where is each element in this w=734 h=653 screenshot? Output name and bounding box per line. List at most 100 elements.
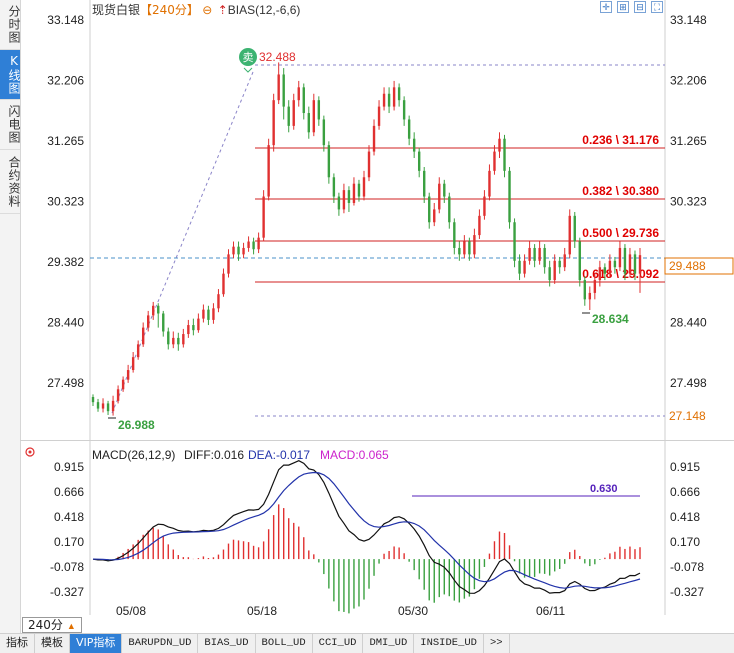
candle-body — [453, 222, 456, 248]
tab-vip-indicators[interactable]: VIP指标 — [70, 634, 123, 653]
period-label[interactable]: 【240分】 — [140, 3, 199, 17]
candle-body — [417, 151, 421, 171]
instrument-title: 现货白银 — [92, 3, 141, 17]
candle-body — [357, 183, 361, 197]
candle-body — [543, 247, 546, 268]
current-price-value: 29.488 — [669, 259, 706, 273]
candle-body — [402, 100, 406, 120]
period-selector-label: 240分 — [28, 618, 63, 632]
candle-body — [608, 260, 612, 274]
candle-body — [327, 145, 331, 178]
candle-body — [96, 402, 100, 409]
macd-right-tick: 0.915 — [670, 460, 700, 474]
tab-indicators[interactable]: 指标 — [0, 634, 35, 653]
fib-label: 0.618 \ 29.092 — [582, 267, 659, 281]
right-tick-label: 33.148 — [670, 13, 707, 27]
candle-body — [121, 379, 125, 390]
candle-body — [553, 260, 556, 281]
tab-barupdn-ud[interactable]: BARUPDN_UD — [122, 634, 199, 653]
candle-body — [172, 337, 175, 345]
up-arrow-icon[interactable]: ⇡ — [217, 3, 228, 17]
candle-body — [372, 125, 376, 152]
candle-body — [578, 241, 581, 281]
candle-body — [638, 255, 642, 274]
high-price-label: 32.488 — [259, 50, 296, 64]
tab-contract-info[interactable]: 合约资料 — [0, 150, 21, 214]
candle-body — [91, 397, 95, 403]
macd-panel[interactable]: MACD(26,12,9) DIFF:0.016 DEA:-0.017 MACD… — [0, 440, 734, 615]
tab-kline[interactable]: K线图 — [0, 50, 21, 100]
candle-body — [272, 100, 275, 146]
candle-body — [152, 305, 155, 316]
tab-lightning[interactable]: 闪电图 — [0, 100, 21, 150]
candle-body — [548, 267, 551, 281]
candle-body — [222, 273, 225, 295]
candle-body — [513, 222, 516, 261]
candle-body — [297, 87, 300, 101]
candle-body — [131, 357, 135, 371]
candle-body — [302, 87, 305, 114]
price-chart[interactable]: 33.148 32.206 31.265 30.323 29.382 28.440 27.4… — [0, 0, 734, 440]
candle-body — [478, 215, 481, 236]
tab-templates[interactable]: 模板 — [35, 634, 70, 653]
zoom-in-icon[interactable]: ⊞ — [617, 1, 629, 13]
candle-body — [618, 247, 622, 268]
x-label-0530: 05/30 — [398, 604, 428, 615]
current-price-tag — [664, 257, 734, 275]
macd-diff: DIFF:0.016 — [184, 448, 244, 462]
candle-body — [628, 254, 632, 274]
zoom-out-icon[interactable]: ⊟ — [634, 1, 646, 13]
candle-body — [397, 87, 401, 101]
candle-body — [217, 294, 220, 309]
candle-body — [111, 400, 115, 412]
target-icon[interactable]: ⊖ — [202, 3, 213, 17]
candle-body — [177, 337, 180, 345]
candle-body — [588, 292, 592, 300]
candle-body — [613, 260, 617, 268]
tab-dmi-ud[interactable]: DMI_UD — [363, 634, 415, 653]
tab-bias-ud[interactable]: BIAS_UD — [198, 634, 256, 653]
right-tick-label: 32.206 — [670, 74, 707, 88]
candle-body — [493, 151, 496, 171]
macd-settings-icon[interactable] — [25, 447, 35, 457]
candle-body — [443, 183, 446, 197]
tab-inside-ud[interactable]: INSIDE_UD — [414, 634, 484, 653]
tab-more[interactable]: >> — [484, 634, 510, 653]
candle-body — [498, 138, 501, 152]
candle-body — [538, 247, 541, 261]
candle-body — [232, 246, 235, 255]
sell-badge[interactable] — [239, 48, 257, 66]
candle-body — [468, 241, 471, 255]
crosshair-icon[interactable]: ✛ — [600, 1, 612, 13]
indicator-label: BIAS(12,-6,6) — [227, 3, 301, 17]
candle-body — [573, 215, 576, 242]
left-tick-label: 27.498 — [47, 376, 84, 390]
right-tick-label: 27.498 — [670, 376, 707, 390]
right-price-axis: 33.14832.20631.26530.32329.38228.44027.4… — [670, 13, 707, 390]
tab-timeshare[interactable]: 分时图 — [0, 0, 21, 50]
macd-annotation: 0.630 — [590, 483, 618, 495]
macd-right-tick: 0.418 — [670, 510, 700, 524]
candle-body — [593, 280, 597, 293]
macd-right-tick: 0.170 — [670, 535, 700, 549]
candle-body — [483, 196, 486, 216]
macd-left-tick: 0.666 — [54, 485, 84, 499]
left-tick-label: 32.206 — [47, 74, 84, 88]
macd-left-tick: -0.078 — [50, 560, 84, 574]
period-selector[interactable]: 240分 ▲ — [22, 617, 82, 633]
candle-body — [428, 196, 431, 223]
tab-cci-ud[interactable]: CCI_UD — [313, 634, 364, 653]
indicator-toolbar: 指标 模板 VIP指标 BARUPDN_UD BIAS_UD BOLL_UD C… — [0, 633, 734, 653]
candle-body — [563, 254, 566, 268]
candle-body — [508, 170, 511, 223]
sell-arrow-icon — [243, 67, 253, 73]
candle-body — [287, 106, 290, 126]
candle-body — [523, 260, 526, 274]
left-tick-label: 29.382 — [47, 255, 84, 269]
fullscreen-icon[interactable]: ⛶ — [651, 1, 663, 13]
diff-line — [92, 460, 641, 594]
candle-body — [282, 74, 285, 107]
candle-body — [187, 325, 190, 335]
tab-boll-ud[interactable]: BOLL_UD — [256, 634, 313, 653]
